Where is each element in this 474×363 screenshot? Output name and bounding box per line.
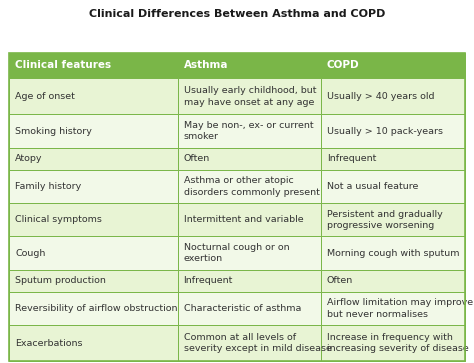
Text: Infrequent: Infrequent: [327, 154, 376, 163]
Bar: [178, 148, 321, 170]
Text: Not a usual feature: Not a usual feature: [327, 182, 418, 191]
Text: May be non-, ex- or current
smoker: May be non-, ex- or current smoker: [183, 121, 313, 141]
Text: Family history: Family history: [15, 182, 82, 191]
Bar: [178, 114, 321, 148]
Text: Usually > 40 years old: Usually > 40 years old: [327, 92, 434, 101]
Text: Nocturnal cough or on
exertion: Nocturnal cough or on exertion: [183, 243, 289, 264]
Text: Clinical symptoms: Clinical symptoms: [15, 215, 102, 224]
Bar: [178, 236, 321, 270]
Bar: [9, 292, 178, 325]
Bar: [178, 203, 321, 236]
Text: Usually early childhood, but
may have onset at any age: Usually early childhood, but may have on…: [183, 86, 316, 107]
Bar: [9, 78, 178, 114]
Text: Exacerbations: Exacerbations: [15, 339, 82, 348]
Bar: [321, 148, 465, 170]
Bar: [9, 325, 178, 361]
Text: Airflow limitation may improve
but never normalises: Airflow limitation may improve but never…: [327, 298, 473, 319]
Bar: [9, 270, 178, 292]
Bar: [178, 325, 321, 361]
Text: Intermittent and variable: Intermittent and variable: [183, 215, 303, 224]
Text: COPD: COPD: [327, 61, 359, 70]
Bar: [321, 325, 465, 361]
Text: Morning cough with sputum: Morning cough with sputum: [327, 249, 459, 258]
Text: Clinical Differences Between Asthma and COPD: Clinical Differences Between Asthma and …: [89, 9, 385, 19]
Text: Increase in frequency with
increasing severity of disease: Increase in frequency with increasing se…: [327, 333, 469, 354]
Bar: [321, 170, 465, 203]
Bar: [9, 114, 178, 148]
Bar: [178, 270, 321, 292]
Text: Reversibility of airflow obstruction: Reversibility of airflow obstruction: [15, 304, 178, 313]
Text: Often: Often: [327, 276, 353, 285]
Bar: [321, 114, 465, 148]
Text: Often: Often: [183, 154, 210, 163]
Bar: [178, 170, 321, 203]
Bar: [178, 53, 321, 78]
Bar: [9, 148, 178, 170]
Text: Smoking history: Smoking history: [15, 127, 92, 135]
Bar: [321, 78, 465, 114]
Text: Usually > 10 pack-years: Usually > 10 pack-years: [327, 127, 443, 135]
Bar: [9, 236, 178, 270]
Bar: [9, 170, 178, 203]
Bar: [178, 292, 321, 325]
Text: Persistent and gradually
progressive worsening: Persistent and gradually progressive wor…: [327, 209, 443, 230]
Text: Age of onset: Age of onset: [15, 92, 75, 101]
Text: Asthma or other atopic
disorders commonly present: Asthma or other atopic disorders commonl…: [183, 176, 319, 197]
Text: Cough: Cough: [15, 249, 46, 258]
Text: Common at all levels of
severity except in mild disease: Common at all levels of severity except …: [183, 333, 331, 354]
Bar: [9, 53, 178, 78]
Bar: [321, 203, 465, 236]
Text: Atopy: Atopy: [15, 154, 43, 163]
Text: Infrequent: Infrequent: [183, 276, 233, 285]
Bar: [9, 53, 465, 361]
Bar: [9, 203, 178, 236]
Text: Asthma: Asthma: [183, 61, 228, 70]
Text: Characteristic of asthma: Characteristic of asthma: [183, 304, 301, 313]
Bar: [321, 53, 465, 78]
Text: Clinical features: Clinical features: [15, 61, 111, 70]
Bar: [321, 236, 465, 270]
Bar: [178, 78, 321, 114]
Bar: [321, 292, 465, 325]
Text: Sputum production: Sputum production: [15, 276, 106, 285]
Bar: [321, 270, 465, 292]
